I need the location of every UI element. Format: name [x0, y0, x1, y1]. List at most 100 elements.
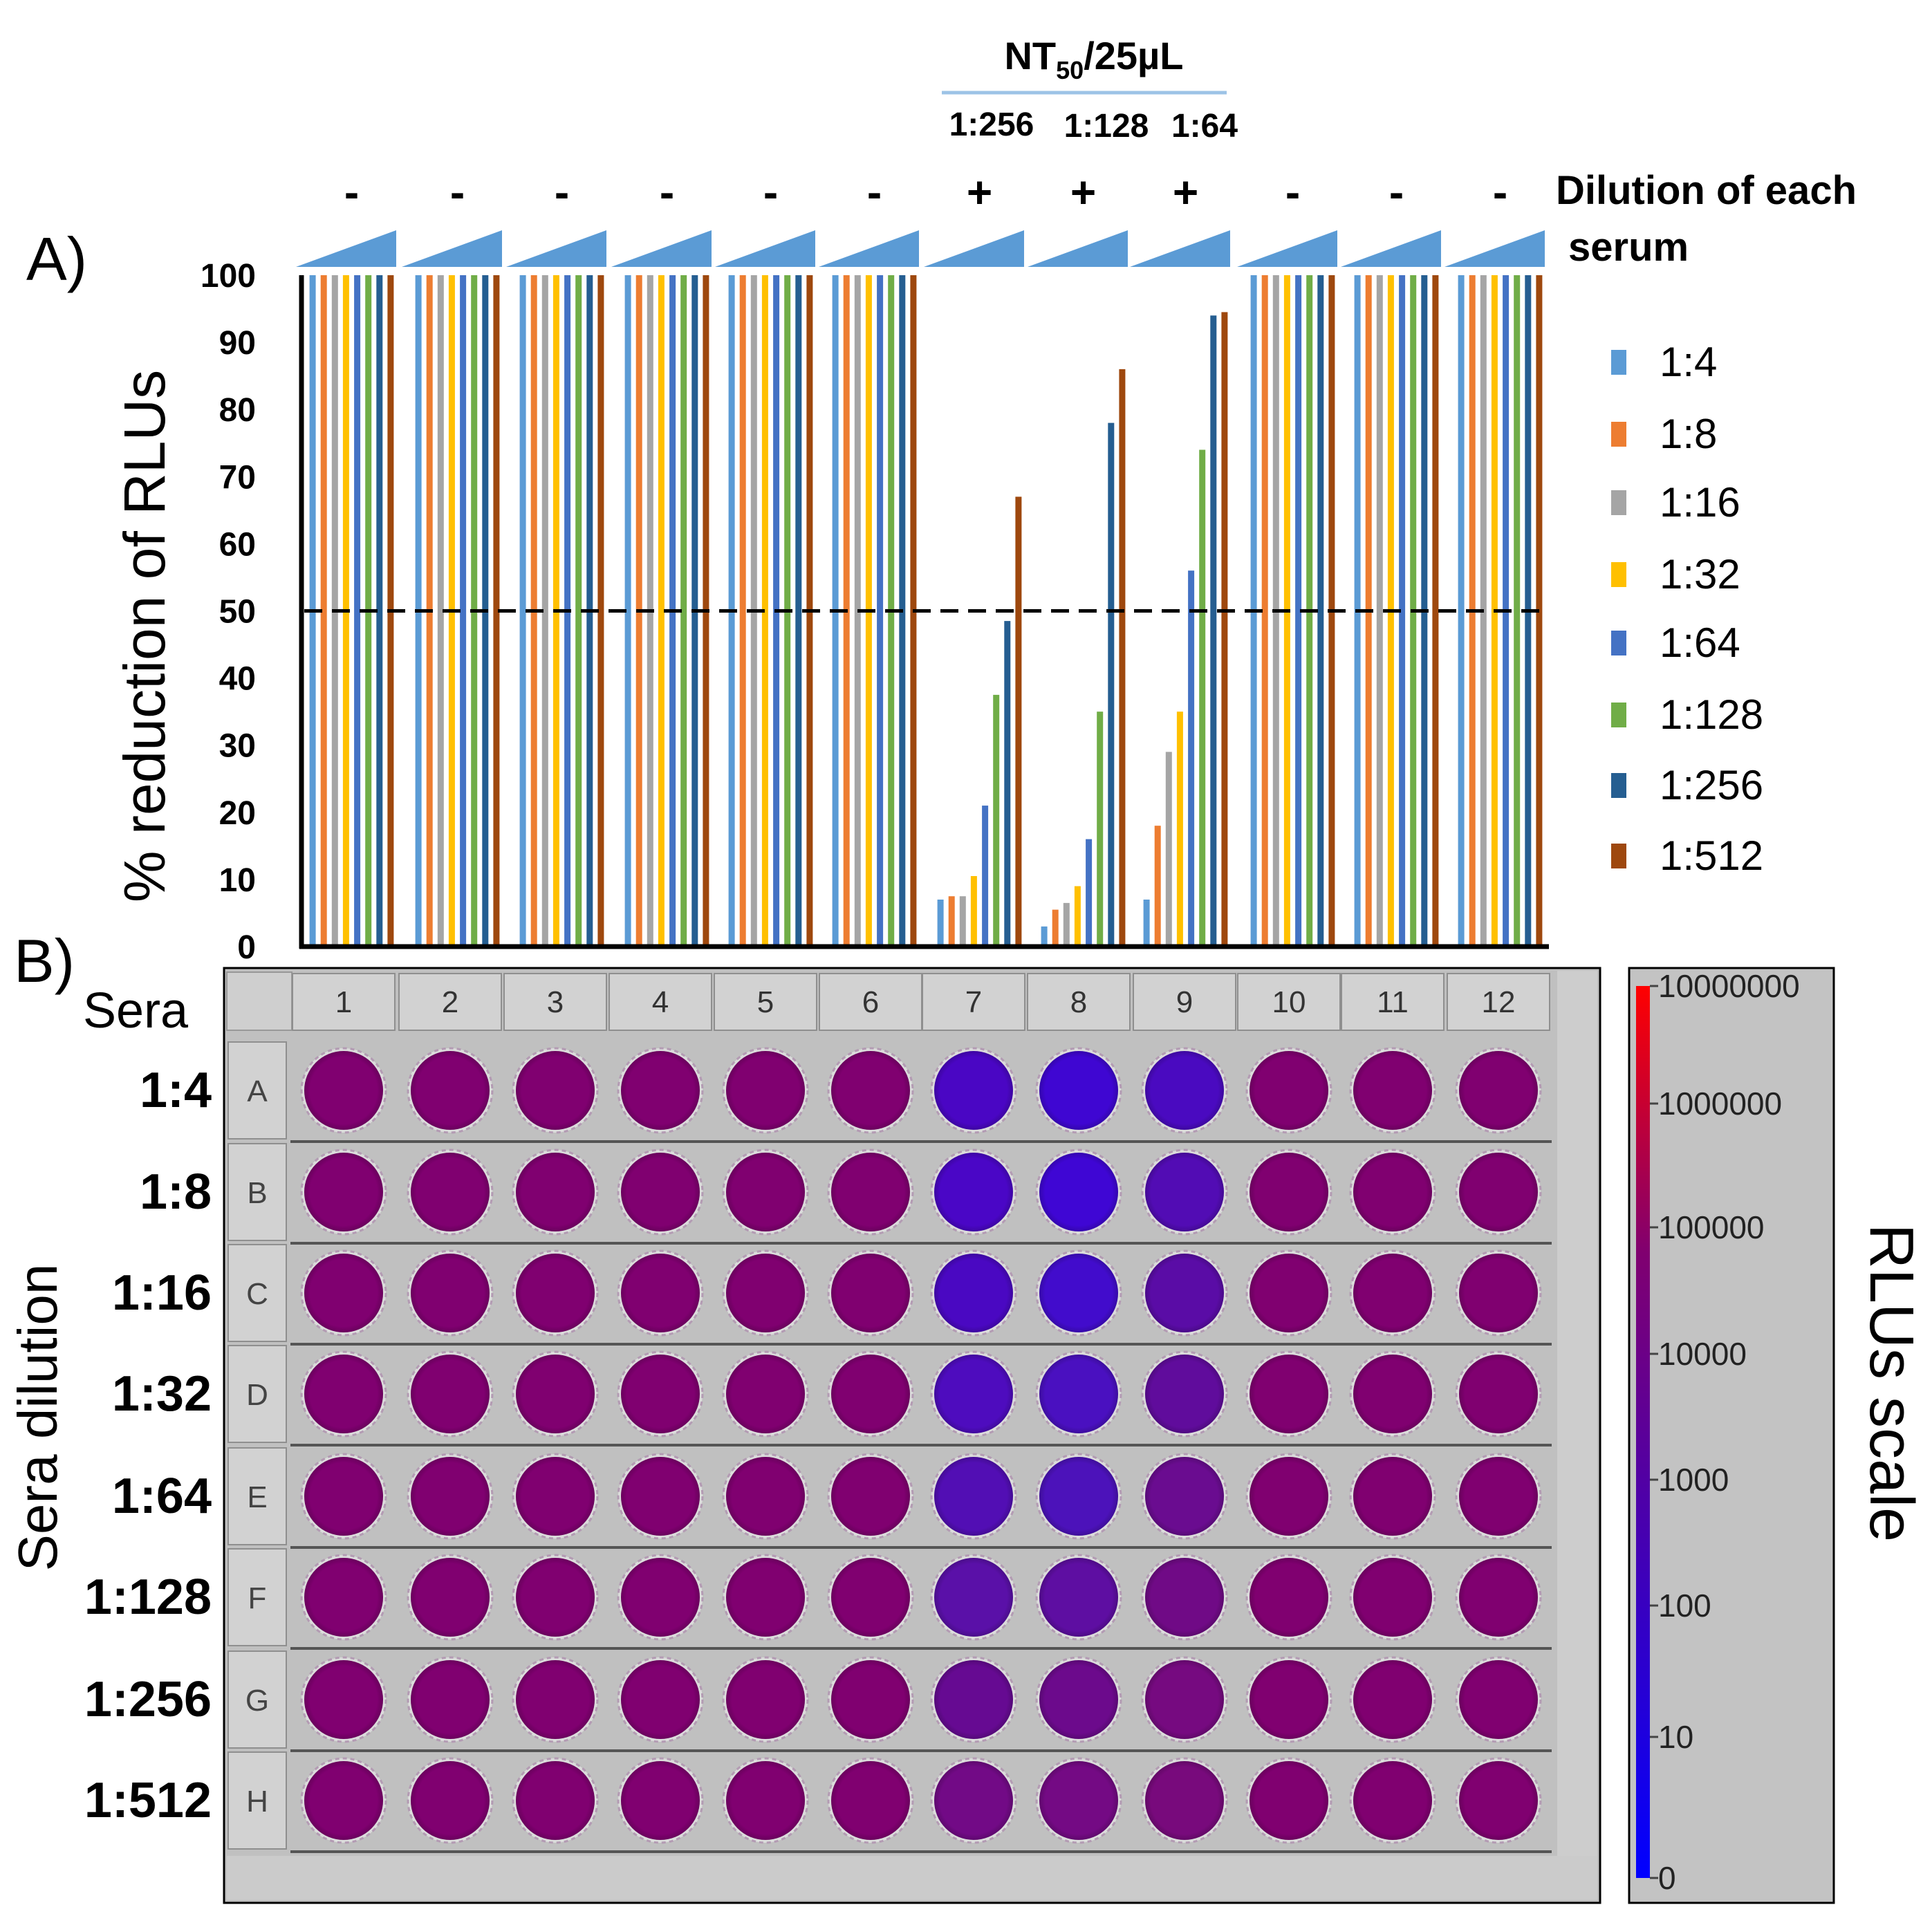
bar-serum-10-1-64: [1295, 275, 1302, 947]
bar-serum-11-1-512: [1432, 275, 1439, 947]
well-shade: [726, 1355, 805, 1433]
well-shade: [516, 1558, 595, 1637]
plate-col-header-5[interactable]: [714, 973, 817, 1031]
well-shade: [726, 1254, 805, 1332]
bar-serum-10-1-8: [1261, 275, 1268, 947]
well-shade: [1459, 1457, 1538, 1536]
plate-row-header-H[interactable]: [227, 1751, 287, 1850]
plate-col-header-label: 6: [862, 985, 879, 1019]
bar-serum-7-1-32: [970, 876, 977, 947]
plate-col-header-3[interactable]: [503, 973, 607, 1031]
nt50-sub: 50: [1056, 56, 1084, 84]
well-shade: [1145, 1457, 1224, 1536]
y-tick-label: 100: [201, 258, 256, 295]
well-shade: [726, 1558, 805, 1637]
well-shade: [304, 1660, 383, 1739]
well-shade: [516, 1254, 595, 1332]
well-shade: [1459, 1761, 1538, 1840]
row-dilution-label-D: 1:32: [112, 1366, 212, 1422]
dilution-triangle: [296, 230, 396, 267]
serum-sign-7: +: [967, 167, 992, 217]
plate-col-header-7[interactable]: [922, 973, 1025, 1031]
bar-serum-9-1-32: [1176, 711, 1183, 947]
well-shade: [934, 1254, 1013, 1332]
bar-serum-8-1-128: [1097, 711, 1104, 947]
plate-col-header-1[interactable]: [292, 973, 396, 1031]
plate-row-header-C[interactable]: [227, 1244, 287, 1342]
well-shade: [1250, 1660, 1328, 1739]
plate-col-header-2[interactable]: [398, 973, 502, 1031]
dilution-triangle: [506, 230, 606, 267]
nt50-tail: /25µL: [1084, 34, 1183, 77]
well-shade: [621, 1355, 700, 1433]
nt50-main: NT: [1004, 34, 1056, 77]
y-tick-label: 60: [219, 526, 256, 563]
well-shade: [304, 1051, 383, 1130]
plate-bottom-strip: [227, 1856, 1597, 1900]
dilution-triangle: [1445, 230, 1545, 267]
plate-corner-label: Sera: [83, 983, 189, 1039]
well-shade: [1145, 1254, 1224, 1332]
well-shade: [621, 1051, 700, 1130]
well-shade: [1459, 1660, 1538, 1739]
serum-sign-1: -: [344, 167, 359, 217]
bar-serum-1-1-8: [320, 275, 327, 947]
plate-row-header-B[interactable]: [227, 1143, 287, 1241]
legend-swatch-1-8: [1611, 422, 1626, 447]
plate-row-header-F[interactable]: [227, 1548, 287, 1646]
well-shade: [1353, 1761, 1432, 1840]
plate-col-header-6[interactable]: [819, 973, 922, 1031]
well-shade: [1039, 1558, 1118, 1637]
dilution-triangle: [1130, 230, 1230, 267]
well-shade: [1459, 1153, 1538, 1231]
plate-col-header-4[interactable]: [609, 973, 712, 1031]
bar-serum-4-1-128: [680, 275, 687, 947]
dilution-triangle: [1028, 230, 1128, 267]
plate-col-header-label: 2: [442, 985, 458, 1019]
serum-sign-4: -: [660, 167, 674, 217]
bar-serum-4-1-4: [624, 275, 631, 947]
well-shade: [831, 1660, 910, 1739]
serum-sign-11: -: [1389, 167, 1404, 217]
well-shade: [411, 1761, 490, 1840]
bar-serum-4-1-32: [658, 275, 665, 947]
plate-col-header-12[interactable]: [1447, 973, 1550, 1031]
well-shade: [1250, 1761, 1328, 1840]
plate-col-header-label: 11: [1377, 985, 1409, 1019]
well-shade: [1353, 1355, 1432, 1433]
well-shade: [304, 1153, 383, 1231]
bar-serum-1-1-256: [376, 275, 383, 947]
plate-row-header-D[interactable]: [227, 1345, 287, 1443]
dilution-triangle: [611, 230, 712, 267]
plate-row-header-E[interactable]: [227, 1447, 287, 1545]
well-shade: [516, 1153, 595, 1231]
legend-label-1-64: 1:64: [1660, 620, 1740, 666]
well-shade: [304, 1355, 383, 1433]
colorbar-tick-label: 0: [1658, 1860, 1676, 1896]
well-shade: [621, 1558, 700, 1637]
legend-label-1-128: 1:128: [1660, 691, 1763, 738]
y-tick-label: 90: [219, 325, 256, 362]
legend-swatch-1-128: [1611, 703, 1626, 727]
well-shade: [411, 1051, 490, 1130]
well-shade: [621, 1153, 700, 1231]
bar-serum-1-1-64: [354, 275, 361, 947]
well-shade: [1459, 1558, 1538, 1637]
well-shade: [1039, 1457, 1118, 1536]
well-shade: [831, 1761, 910, 1840]
plate-row-header-G[interactable]: [227, 1650, 287, 1749]
well-shade: [621, 1660, 700, 1739]
plate-row-header-A[interactable]: [227, 1041, 287, 1140]
plate-col-header-11[interactable]: [1341, 973, 1445, 1031]
legend-swatch-1-16: [1611, 490, 1626, 515]
plate-col-header-label: 8: [1070, 985, 1087, 1019]
plate-col-header-9[interactable]: [1133, 973, 1236, 1031]
well-shade: [411, 1153, 490, 1231]
plate-scrollbar-track[interactable]: [1557, 971, 1597, 1897]
plate-col-header-10[interactable]: [1237, 973, 1341, 1031]
well-shade: [1250, 1457, 1328, 1536]
bar-serum-5-1-32: [761, 275, 768, 947]
plate-col-header-8[interactable]: [1027, 973, 1131, 1031]
bar-serum-7-1-64: [982, 806, 989, 947]
plate-col-header-label: 9: [1176, 985, 1193, 1019]
